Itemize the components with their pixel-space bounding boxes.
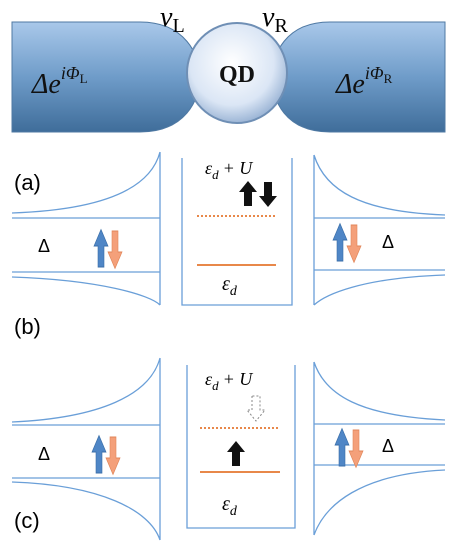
shape — [333, 224, 347, 262]
shape — [106, 437, 120, 475]
text-part: ε — [222, 273, 230, 295]
gap-label: Δ — [38, 236, 50, 256]
shape — [335, 429, 349, 467]
text-part: Δe — [31, 69, 61, 100]
panel-2: εd+ U εd Δ Δ — [12, 358, 445, 540]
shape — [227, 441, 245, 466]
text-part: iΦ — [365, 63, 384, 83]
panel-1: εd+ U εd Δ Δ — [12, 152, 445, 305]
level-upper: εd+ U — [205, 158, 253, 182]
text-part: d — [212, 378, 219, 393]
text-part: + U — [223, 158, 254, 178]
shape — [108, 231, 122, 269]
coupling-right: vR — [262, 2, 288, 37]
text-part: ε — [222, 493, 230, 515]
shape — [187, 365, 295, 528]
shape — [314, 362, 445, 535]
panel-label: (c) — [14, 508, 40, 533]
shape — [259, 182, 277, 207]
shape — [239, 181, 257, 206]
text-part: R — [384, 71, 393, 86]
gap-label: Δ — [38, 444, 50, 464]
text-part: L — [80, 71, 88, 86]
level-lower: εd — [222, 493, 238, 519]
shape — [347, 225, 361, 263]
text-part: d — [230, 284, 238, 299]
level-lower: εd — [222, 273, 238, 299]
text-part: + U — [223, 369, 254, 389]
text-part: R — [274, 15, 288, 37]
dot-label: QD — [219, 62, 255, 88]
gap-label: Δ — [382, 436, 394, 456]
panel-label: (a) — [14, 170, 41, 195]
shape — [349, 430, 363, 468]
text-part: Δe — [335, 69, 365, 100]
shape — [92, 436, 106, 474]
text-part: d — [212, 167, 219, 182]
shape — [94, 230, 108, 268]
panel-label: (b) — [14, 314, 41, 339]
shape — [182, 158, 292, 305]
text-part: v — [160, 2, 173, 33]
text-part: d — [230, 504, 238, 519]
diagram: QD vL vR ΔeiΦL ΔeiΦR (a) (b) (c) εd+ U ε… — [0, 0, 449, 544]
level-upper: εd+ U — [205, 369, 253, 393]
text-part: v — [262, 2, 275, 33]
shape — [314, 155, 445, 305]
shape — [247, 396, 265, 421]
gap-label: Δ — [382, 232, 394, 252]
text-part: L — [172, 15, 184, 37]
coupling-left: vL — [160, 2, 185, 37]
text-part: iΦ — [61, 63, 80, 83]
